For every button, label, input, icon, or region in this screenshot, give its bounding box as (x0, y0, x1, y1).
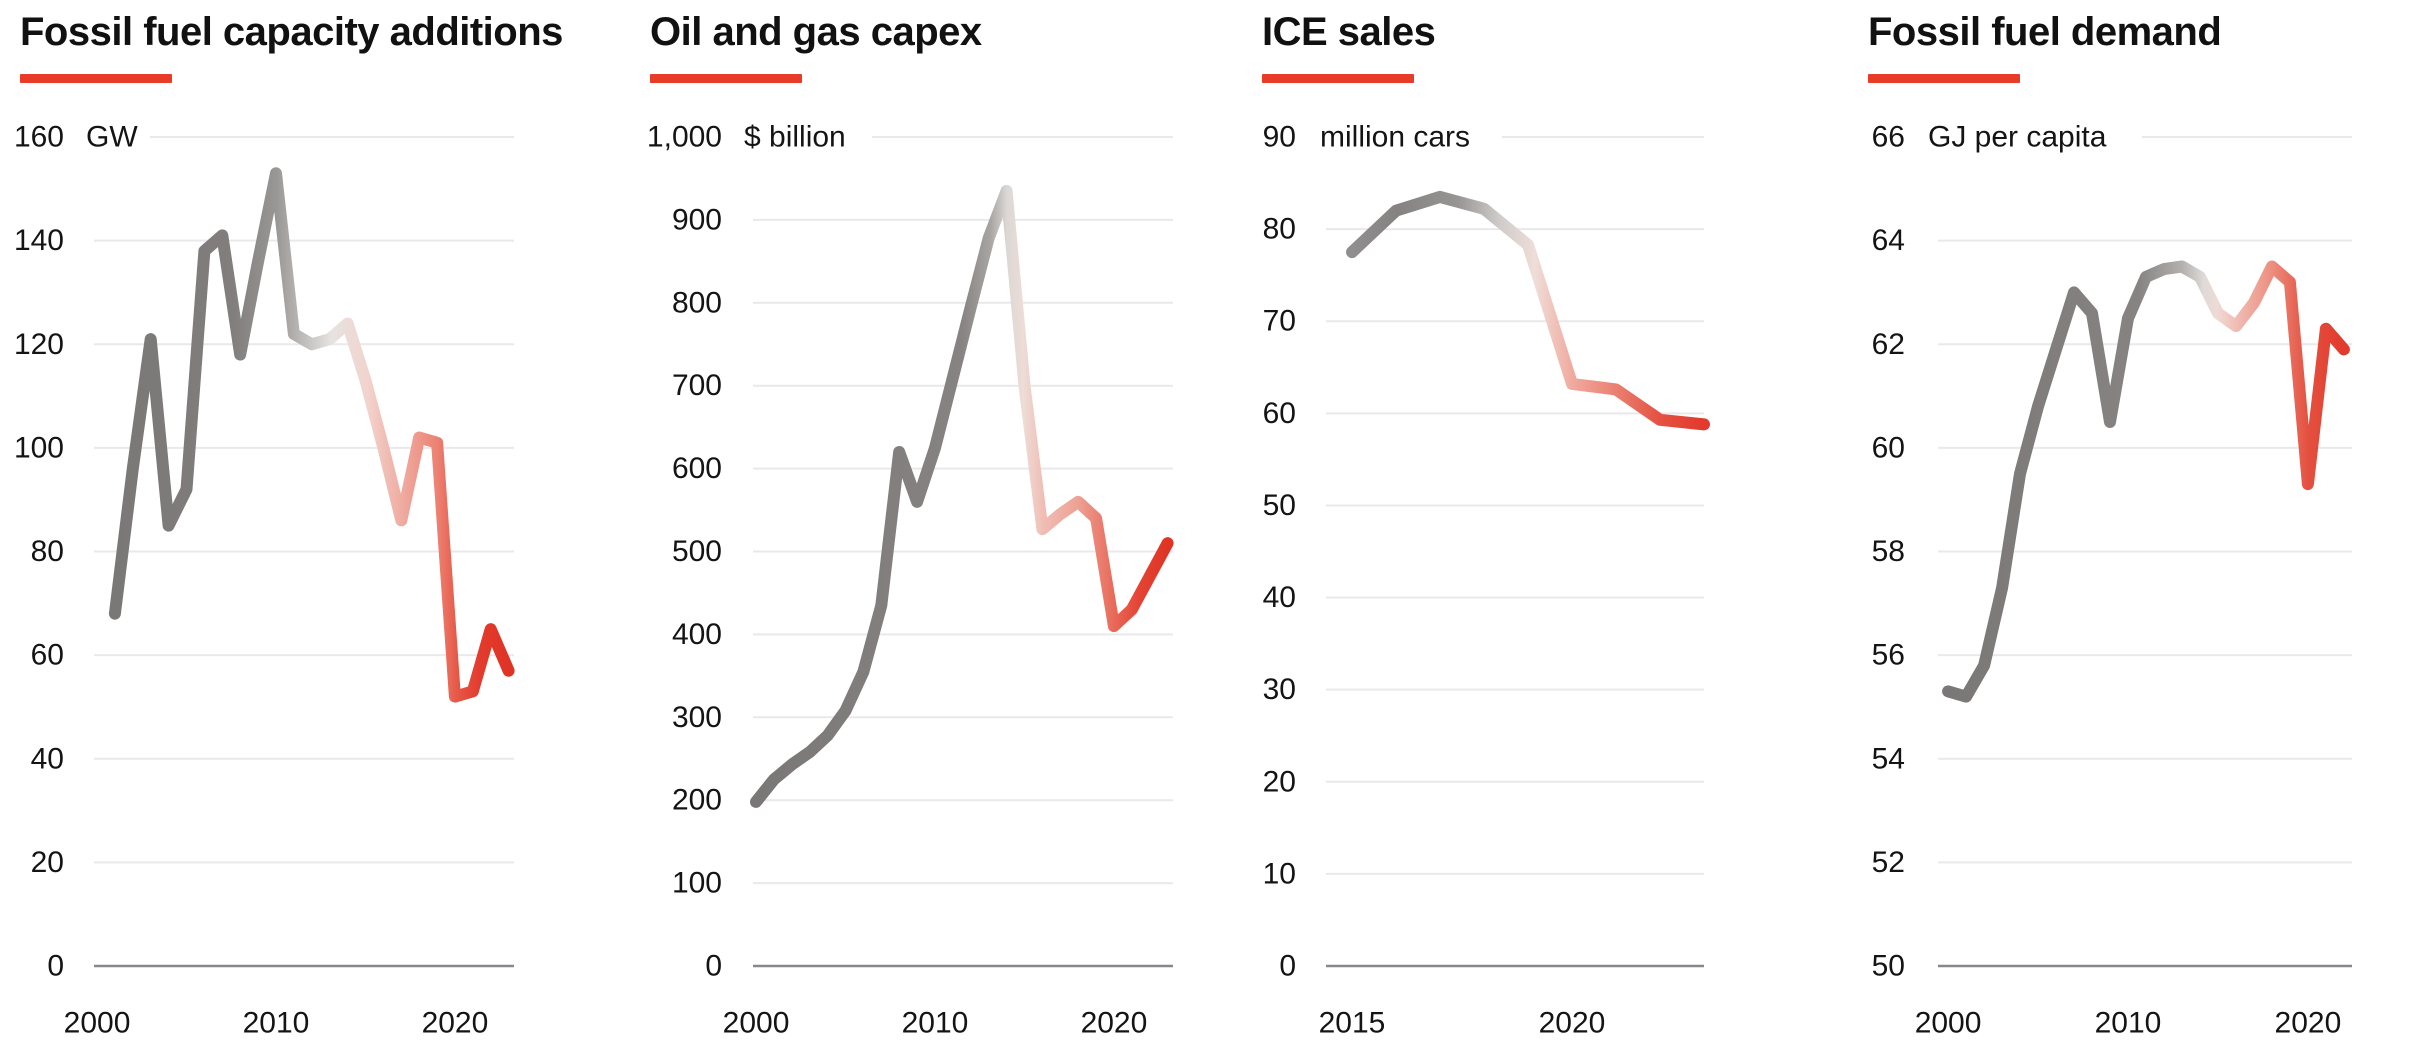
chart-header-ice-sales: ICE sales (1262, 8, 1862, 83)
y-tick-label: 800 (672, 286, 722, 319)
chart-header-capacity: Fossil fuel capacity additions (20, 8, 620, 83)
series-line-oil-and-gas-capex (750, 184, 1174, 808)
series-line-fossil-fuel-demand (1942, 260, 2350, 703)
y-tick-label: 60 (31, 639, 64, 672)
y-tick-label: 100 (14, 431, 64, 464)
y-tick-label: 52 (1872, 846, 1905, 879)
y-tick-label: 160 (14, 121, 64, 154)
y-tick-label: 0 (47, 950, 64, 983)
y-tick-label: 20 (1263, 765, 1296, 798)
x-tick-label: 2020 (422, 1007, 489, 1040)
chart-header-demand: Fossil fuel demand (1868, 8, 2434, 83)
y-tick-label: 56 (1872, 639, 1905, 672)
y-tick-label: 90 (1263, 121, 1296, 154)
y-tick-label: 100 (672, 867, 722, 900)
y-tick-label: 50 (1872, 950, 1905, 983)
x-tick-label: 2000 (1915, 1007, 1982, 1040)
x-tick-label: 2010 (243, 1007, 310, 1040)
y-tick-label: 66 (1872, 121, 1905, 154)
title-underline-accent (650, 74, 802, 83)
y-tick-label: 60 (1872, 431, 1905, 464)
y-tick-label: 10 (1263, 857, 1296, 890)
x-tick-label: 2015 (1319, 1007, 1386, 1040)
y-tick-label: 62 (1872, 328, 1905, 361)
y-tick-label: 0 (1279, 950, 1296, 983)
x-tick-label: 2020 (1081, 1007, 1148, 1040)
y-tick-label: 40 (31, 742, 64, 775)
y-tick-label: 80 (1263, 213, 1296, 246)
y-tick-label: 400 (672, 618, 722, 651)
x-tick-label: 2020 (1539, 1007, 1606, 1040)
y-tick-label: 80 (31, 535, 64, 568)
y-tick-label: 600 (672, 452, 722, 485)
y-tick-label: 40 (1263, 581, 1296, 614)
chart-title-demand: Fossil fuel demand (1868, 10, 2222, 54)
unit-label: million cars (1320, 121, 1470, 154)
series-line-ice-sales (1346, 190, 1710, 431)
y-tick-label: 60 (1263, 397, 1296, 430)
y-tick-label: 300 (672, 701, 722, 734)
y-tick-label: 54 (1872, 742, 1905, 775)
x-tick-label: 2000 (64, 1007, 131, 1040)
title-underline-accent (1262, 74, 1414, 83)
y-tick-label: 1,000 (647, 121, 722, 154)
y-tick-label: 0 (705, 950, 722, 983)
chart-title-capacity: Fossil fuel capacity additions (20, 10, 563, 54)
y-tick-label: 140 (14, 224, 64, 257)
y-tick-label: 20 (31, 846, 64, 879)
chart-title-ice-sales: ICE sales (1262, 10, 1436, 54)
title-underline-accent (20, 74, 172, 83)
y-tick-label: 700 (672, 369, 722, 402)
y-tick-label: 64 (1872, 224, 1905, 257)
y-tick-label: 120 (14, 328, 64, 361)
y-tick-label: 900 (672, 203, 722, 236)
y-tick-label: 50 (1263, 489, 1296, 522)
unit-label: GW (86, 121, 138, 154)
y-tick-label: 200 (672, 784, 722, 817)
x-tick-label: 2020 (2275, 1007, 2342, 1040)
chart-title-capex: Oil and gas capex (650, 10, 982, 54)
y-tick-label: 30 (1263, 673, 1296, 706)
y-tick-label: 58 (1872, 535, 1905, 568)
unit-label: GJ per capita (1928, 121, 2107, 154)
chart-header-capex: Oil and gas capex (650, 8, 1250, 83)
title-underline-accent (1868, 74, 2020, 83)
x-tick-label: 2010 (2095, 1007, 2162, 1040)
unit-label: $ billion (744, 121, 846, 154)
y-tick-label: 500 (672, 535, 722, 568)
x-tick-label: 2010 (902, 1007, 969, 1040)
x-tick-label: 2000 (723, 1007, 790, 1040)
y-tick-label: 70 (1263, 305, 1296, 338)
series-line-fossil-fuel-capacity-additions (108, 167, 515, 703)
